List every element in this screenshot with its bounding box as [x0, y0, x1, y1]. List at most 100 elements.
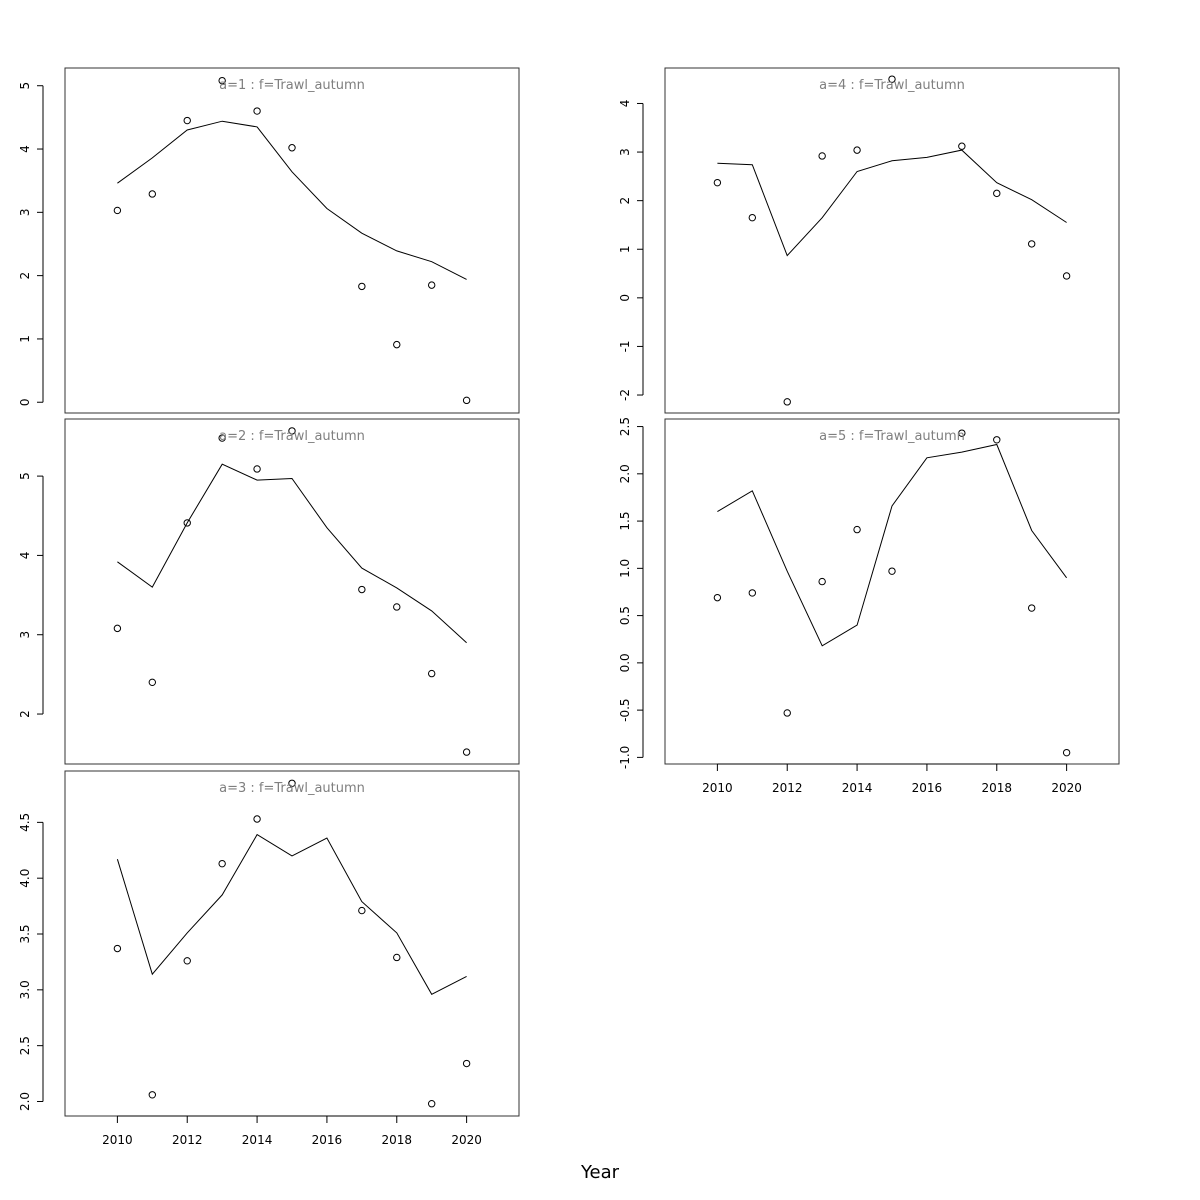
panel-a3-x-tick-label: 2018 — [381, 1133, 412, 1147]
panel-a5-observed-point — [958, 429, 966, 437]
x-axis-label: Year — [580, 1162, 620, 1183]
panel-a1: 0 1 2 3 4 5 a=1 : f=Trawl_autumn — [18, 67, 520, 414]
panel-a1-y-tick-label: 5 — [18, 82, 32, 90]
panel-a3-observed-point — [183, 957, 191, 965]
panel-a1-y-tick-label: 2 — [18, 272, 32, 280]
panel-a3-fitted-line — [116, 833, 467, 995]
panel-a3-y-tick-label: 3.5 — [18, 924, 32, 943]
panel-a3-frame — [64, 770, 520, 1117]
panel-a4-y-tick-label: 2 — [618, 197, 632, 205]
panel-a3-y-tick-label: 3.0 — [18, 980, 32, 999]
panel-a4-observed-point — [888, 75, 896, 83]
panel-a4-frame — [664, 67, 1120, 414]
panel-a2-observed-point — [358, 585, 366, 594]
panel-a5-y-tick-label: 1.5 — [618, 512, 632, 531]
panel-a4-y-tick-label: 3 — [618, 148, 632, 156]
panel-a1-fitted-line — [117, 120, 467, 280]
panel-a2-observed-point — [218, 434, 226, 442]
panel-a5-observed-point — [818, 577, 826, 586]
panel-a5-observed-point — [1027, 604, 1036, 612]
panel-a2-observed-point — [288, 427, 296, 435]
panel-a3-observed-point — [393, 953, 401, 962]
panel-a2-observed-point — [183, 519, 191, 527]
panel-a3-y-tick-label: 2.5 — [18, 1036, 32, 1055]
panel-a3: 2.0 2.5 3.0 3.5 4.0 4.5 2010 2012 2014 2016 2018 20… — [18, 770, 520, 1147]
panel-a4-y-tick-label: 0 — [618, 294, 632, 302]
panel-a2-observed-point — [462, 748, 471, 756]
panel-a5-y-tick-label: 0.5 — [618, 606, 632, 625]
panel-a3-observed-point — [462, 1059, 471, 1068]
panel-a5-observed-point — [1062, 748, 1071, 757]
panel-a5-y-tick-label: 2.0 — [618, 464, 632, 483]
panel-a5-y-tick-label: -1.0 — [618, 746, 632, 769]
panel-a2-y-tick-label: 4 — [18, 552, 32, 560]
panel-a5: -1.0 -0.5 0.0 0.5 1.0 1.5 2.0 2.5 2010 2012 2014 20… — [618, 417, 1120, 795]
panel-a5-observed-point — [783, 709, 791, 717]
panel-a4-y-tick-label: 4 — [618, 100, 632, 108]
panel-a3-x-tick-label: 2010 — [102, 1133, 133, 1147]
panel-a5-x-tick-label: 2018 — [981, 781, 1012, 795]
panel-a1-observed-point — [393, 340, 401, 349]
panel-a3-observed-point — [218, 859, 226, 868]
panel-a3-y-tick-label: 4.0 — [18, 869, 32, 888]
panel-a3-x-tick-label: 2016 — [312, 1133, 343, 1147]
panel-a1-observed-point — [462, 396, 471, 405]
panel-a1-y-tick-label: 3 — [18, 209, 32, 217]
panel-a1-observed-point — [288, 144, 296, 152]
panel-a3-x-tick-label: 2020 — [451, 1133, 482, 1147]
panel-a5-y-tick-label: 2.5 — [618, 417, 632, 436]
panel-a2-y-tick-label: 5 — [18, 472, 32, 480]
panel-a4-y-tick-label: -2 — [618, 389, 632, 401]
panel-a2-y-tick-label: 2 — [18, 710, 32, 718]
panel-a3-observed-point — [288, 779, 296, 787]
panel-a1-observed-point — [183, 116, 191, 125]
panel-a3-x-tick-label: 2012 — [172, 1133, 203, 1147]
panel-a2-fitted-line — [117, 463, 467, 644]
panel-a4-observed-point — [958, 142, 966, 150]
panel-a4-fitted-line — [717, 149, 1067, 257]
panel-a1-observed-point — [148, 190, 157, 198]
panel-a3-observed-point — [113, 944, 122, 953]
panel-a4: -2 -1 0 1 2 3 4 a=4 : f=Trawl_autumn — [618, 67, 1120, 414]
panel-a1-observed-point — [253, 107, 261, 115]
panel-a5-observed-point — [853, 525, 861, 534]
panel-a4-observed-point — [1062, 272, 1071, 280]
panel-a5-y-tick-label: -0.5 — [618, 698, 632, 721]
panel-a4-title: a=4 : f=Trawl_autumn — [819, 78, 965, 93]
panel-a2-observed-point — [393, 603, 401, 611]
panel-a2-observed-point — [427, 669, 436, 678]
panel-a4-observed-point — [748, 213, 757, 222]
panel-a5-observed-point — [888, 567, 896, 575]
panel-a2-observed-point — [253, 465, 261, 473]
panel-a2-observed-point — [148, 678, 157, 687]
panel-a5-x-tick-label: 2012 — [772, 781, 803, 795]
panel-a5-x-tick-label: 2014 — [842, 781, 873, 795]
panels: 0 1 2 3 4 5 a=1 : f=Trawl_autumn 2 3 4 5 a=2 : f=Tr… — [18, 67, 1120, 1147]
panel-a5-observed-point — [993, 436, 1001, 444]
panel-a1-observed-point — [427, 281, 436, 289]
panel-a4-observed-point — [818, 152, 826, 160]
panel-a2-y-tick-label: 3 — [18, 631, 32, 639]
panel-a5-observed-point — [748, 589, 757, 597]
panel-a3-observed-point — [148, 1091, 157, 1099]
panel-a5-fitted-line — [717, 443, 1068, 647]
panel-a1-y-tick-label: 4 — [18, 145, 32, 153]
panel-a1-observed-point — [113, 206, 122, 215]
panel-a5-title: a=5 : f=Trawl_autumn — [819, 429, 965, 444]
panel-a4-y-tick-label: -1 — [618, 340, 632, 352]
panel-a4-observed-point — [783, 398, 791, 406]
panel-a1-frame — [64, 67, 520, 414]
panel-a4-y-tick-label: 1 — [618, 245, 632, 253]
panel-a1-observed-point — [218, 76, 226, 85]
panel-a1-title: a=1 : f=Trawl_autumn — [219, 78, 365, 93]
panel-a2-observed-point — [113, 624, 122, 633]
panel-a3-x-tick-label: 2014 — [242, 1133, 273, 1147]
panel-a3-observed-point — [253, 815, 261, 823]
panel-a3-observed-point — [427, 1100, 436, 1108]
panel-a4-observed-point — [993, 189, 1001, 198]
panel-a2-frame — [64, 418, 520, 765]
panel-a4-observed-point — [853, 146, 861, 154]
panel-a3-title: a=3 : f=Trawl_autumn — [219, 781, 365, 796]
panel-a5-y-tick-label: 0.0 — [618, 653, 632, 672]
